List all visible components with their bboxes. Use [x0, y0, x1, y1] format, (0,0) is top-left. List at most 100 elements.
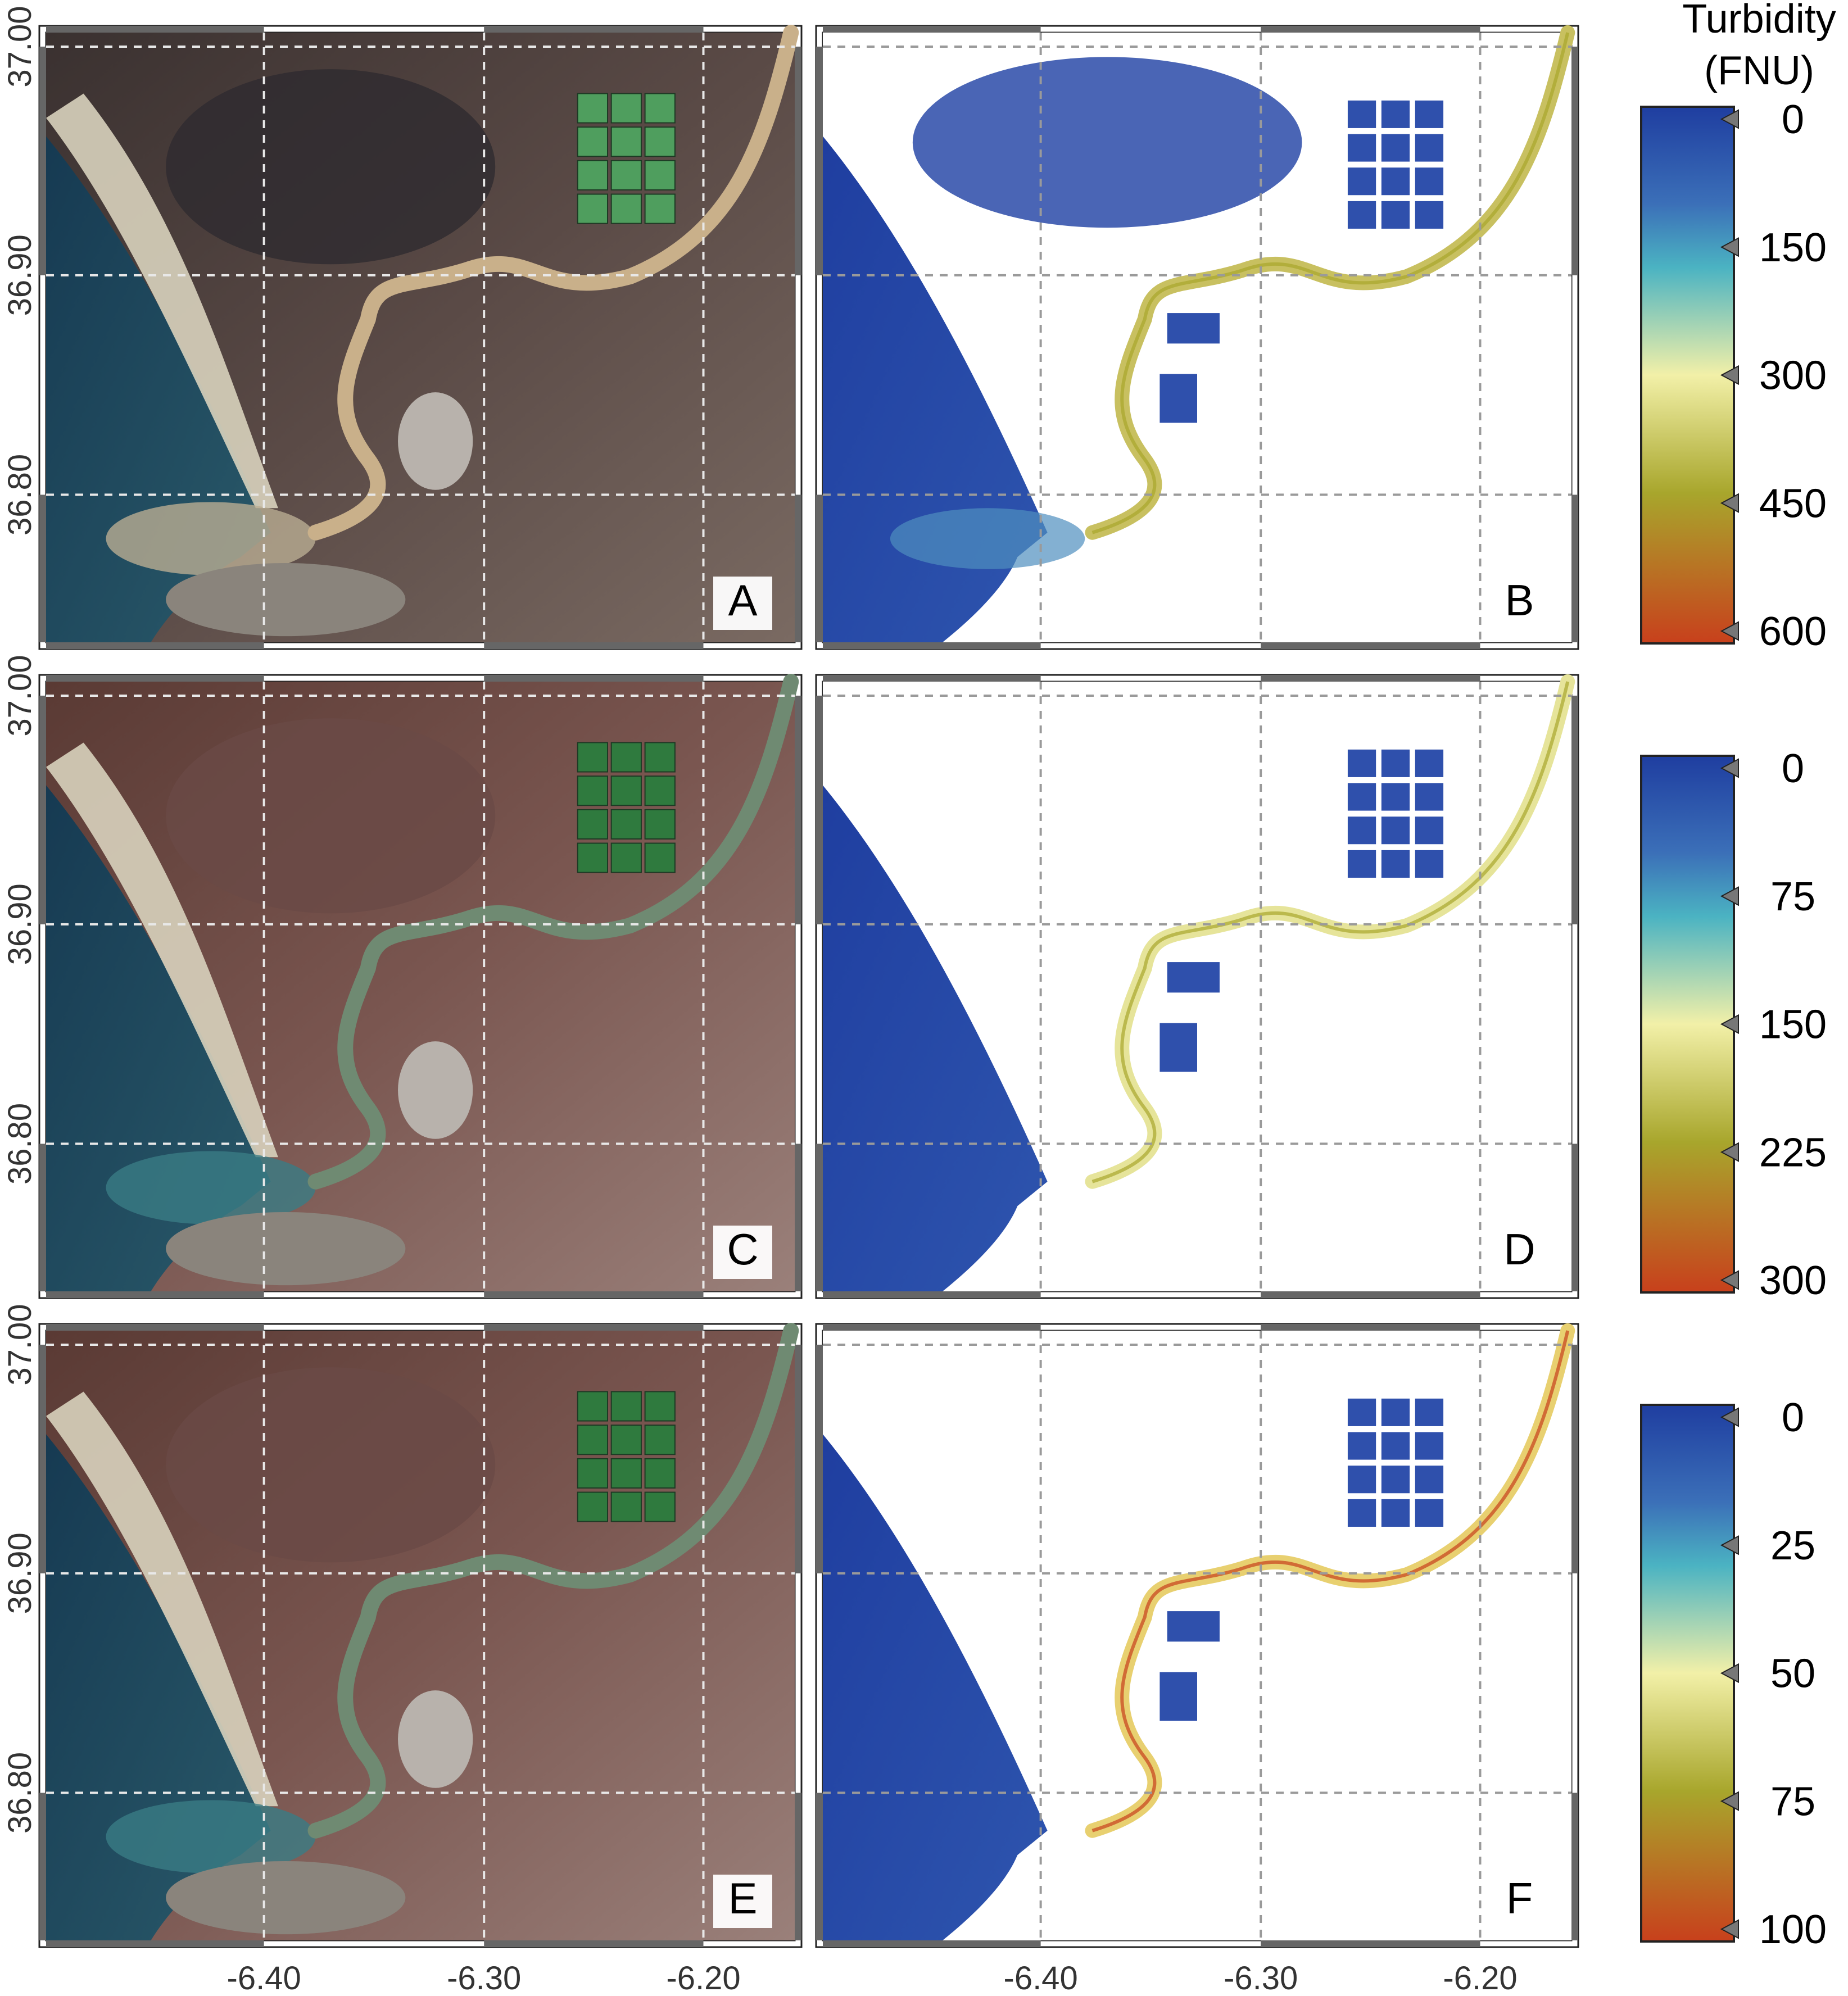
panel-c-top-seg — [46, 675, 264, 682]
colorbar-ramp — [1640, 1404, 1735, 1943]
panel-d-pond — [1346, 781, 1378, 813]
colorbar-title-line1: Turbidity — [1682, 0, 1836, 42]
panel-b-marsh — [912, 57, 1302, 228]
panel-e-paddy — [577, 1458, 608, 1489]
colorbar-tick-marker — [1720, 1663, 1739, 1684]
colorbar-tick-label: 0 — [1782, 746, 1804, 791]
panel-c-left-seg — [39, 1144, 46, 1291]
panel-a-paddy — [610, 193, 642, 224]
colorbar-tick-label: 150 — [1759, 1002, 1827, 1047]
panel-f-river-core — [1091, 1330, 1570, 1832]
colorbar-tick-label: 300 — [1759, 353, 1827, 398]
panel-b-top-seg — [1261, 26, 1480, 33]
panel-d-pond — [1379, 781, 1412, 813]
colorbar-tick-marker — [1720, 1014, 1739, 1035]
panel-a-marsh — [166, 69, 496, 265]
panel-d-bottom-seg — [823, 1291, 1041, 1298]
panel-f-pond — [1346, 1497, 1378, 1528]
panel-e-right-seg — [795, 1793, 801, 1940]
panel-a-paddy — [610, 160, 642, 190]
y-tick-label: 36.80 — [2, 454, 38, 536]
colorbar-tick-label: 75 — [1770, 874, 1815, 919]
panel-label-b: B — [1505, 575, 1534, 625]
panel-b-pond-west — [1167, 313, 1220, 344]
panel-c-paddy — [644, 809, 676, 840]
panel-e-marsh — [166, 1367, 496, 1563]
panel-b-pond — [1346, 98, 1378, 130]
panel-d-pond — [1413, 815, 1446, 846]
panel-a-top-seg — [46, 26, 264, 33]
panel-f-top-seg — [1261, 1324, 1480, 1331]
y-tick-label: 36.90 — [2, 1532, 38, 1614]
panel-c-right-seg — [795, 695, 801, 924]
colorbar-tick-label: 0 — [1782, 1395, 1804, 1440]
panel-b-river-core — [1091, 32, 1570, 534]
colorbar-tick-marker — [1720, 1270, 1739, 1290]
panel-a-river — [307, 25, 799, 541]
panel-e-town — [398, 1690, 473, 1788]
panel-c-left-seg — [39, 695, 46, 924]
panel-label-box — [713, 1875, 772, 1928]
panel-a-right-seg — [795, 495, 801, 642]
panel-b-pond — [1379, 166, 1412, 197]
panel-d-right-seg — [1571, 1144, 1578, 1291]
panel-d-left-seg — [816, 695, 823, 924]
panel-a-paddy — [610, 93, 642, 124]
panel-c-marsh — [166, 718, 496, 914]
panel-label-a: A — [728, 575, 757, 625]
colorbar-title-line2: (FNU) — [1704, 48, 1814, 93]
y-tick-label: 37.00 — [2, 6, 38, 87]
panel-a-paddy — [644, 126, 676, 157]
x-tick-label: -6.20 — [1443, 1960, 1517, 1996]
panel-a: A — [38, 25, 803, 650]
colorbar-tick-marker — [1720, 1535, 1739, 1555]
panel-d: D — [815, 674, 1579, 1299]
panel-f-pond — [1413, 1497, 1446, 1528]
panel-label-d: D — [1503, 1224, 1535, 1274]
panel-a-top-seg — [484, 26, 704, 33]
panel-c-town — [398, 1041, 473, 1139]
panel-d-top-seg — [1261, 675, 1480, 682]
panel-c: C — [38, 674, 803, 1299]
colorbar-tick-label: 100 — [1759, 1907, 1827, 1952]
panel-e-paddy — [610, 1425, 642, 1455]
axes-layer: 37.00 36.90 36.80 37.00 36.90 36.80 37.00 36.90… — [2, 6, 1518, 1996]
panel-label-box — [713, 1226, 772, 1279]
panel-b-pond — [1346, 132, 1378, 164]
panel-f: F — [815, 1323, 1579, 1948]
panel-e-top-seg — [46, 1324, 264, 1331]
panel-f-pond-west — [1167, 1611, 1220, 1642]
panel-c-paddy — [644, 842, 676, 873]
panel-b-top-seg — [823, 26, 1041, 33]
panel-e-paddy — [577, 1425, 608, 1455]
panel-f-pond — [1413, 1396, 1446, 1428]
panel-c-paddy — [577, 742, 608, 773]
panel-b-pond — [1413, 98, 1446, 130]
panel-b-pond — [1379, 199, 1412, 230]
panel-b-plume — [890, 508, 1085, 569]
colorbar-tick-marker — [1720, 493, 1739, 513]
panel-c-paddy — [644, 775, 676, 806]
panel-f-right-seg — [1571, 1793, 1578, 1940]
colorbar-tick-label: 450 — [1759, 481, 1827, 526]
y-tick-label: 36.80 — [2, 1752, 38, 1834]
panel-a-left-seg — [39, 46, 46, 275]
panel-c-paddy — [577, 842, 608, 873]
panel-f-pond — [1379, 1396, 1412, 1428]
panel-f-pond — [1346, 1396, 1378, 1428]
panel-e-left-seg — [39, 1793, 46, 1940]
panel-d-pond — [1413, 848, 1446, 879]
colorbar-tick-marker — [1720, 109, 1739, 129]
panel-a-paddy — [577, 193, 608, 224]
panel-b-pond — [1413, 132, 1446, 164]
colorbar-tick-label: 300 — [1759, 1258, 1827, 1303]
panel-d-bottom-seg — [1261, 1291, 1480, 1298]
panel-label-box — [713, 577, 772, 630]
y-tick-label: 36.80 — [2, 1103, 38, 1185]
panel-a-town-south — [166, 562, 406, 637]
panel-f-bottom-seg — [823, 1940, 1041, 1947]
panel-f-pond — [1413, 1430, 1446, 1462]
panel-c-paddy — [577, 775, 608, 806]
panel-e-paddy — [644, 1391, 676, 1422]
